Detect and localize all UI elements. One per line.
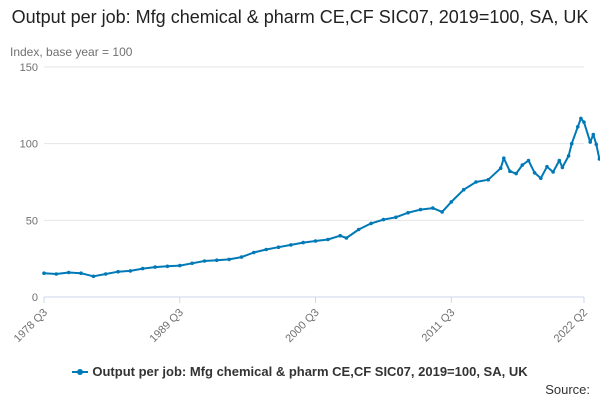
data-point[interactable] [502, 156, 506, 160]
data-point[interactable] [79, 271, 83, 276]
data-point[interactable] [569, 141, 574, 146]
x-tick-label: 2011 Q3 [420, 307, 458, 345]
legend-series-label: Output per job: Mfg chemical & pharm CE,… [92, 364, 528, 379]
y-tick-label: 0 [32, 292, 38, 304]
y-tick-label: 100 [20, 139, 38, 151]
x-tick-label: 2000 Q3 [283, 307, 321, 345]
data-point[interactable] [566, 154, 571, 158]
legend[interactable]: Output per job: Mfg chemical & pharm CE,… [0, 364, 600, 379]
data-point[interactable] [42, 271, 46, 276]
data-point[interactable] [202, 259, 207, 263]
data-point[interactable] [252, 250, 256, 255]
y-axis-title: Index, base year = 100 [10, 45, 133, 59]
data-point[interactable] [239, 255, 244, 259]
data-point[interactable] [449, 200, 454, 204]
data-point[interactable] [418, 207, 423, 212]
data-point[interactable] [165, 264, 170, 269]
data-point[interactable] [344, 236, 349, 240]
x-tick-label: 1978 Q3 [12, 307, 50, 345]
data-point[interactable] [539, 176, 543, 180]
data-point[interactable] [508, 169, 512, 174]
data-point[interactable] [532, 171, 537, 175]
data-point[interactable] [178, 263, 182, 268]
data-point[interactable] [514, 171, 518, 176]
legend-series-line-icon [72, 368, 89, 375]
data-point[interactable] [116, 269, 120, 274]
data-point[interactable] [276, 245, 281, 249]
legend-marker-icon [77, 368, 84, 375]
chart-title: Output per job: Mfg chemical & pharm CE,… [11, 7, 589, 27]
data-point[interactable] [520, 163, 525, 167]
data-point[interactable] [66, 270, 71, 275]
data-point[interactable] [576, 125, 580, 129]
data-point[interactable] [128, 269, 133, 273]
data-point[interactable] [227, 257, 231, 262]
data-point[interactable] [301, 240, 306, 245]
data-point[interactable] [153, 265, 157, 269]
y-tick-labels: 0 50 100 150 [20, 62, 38, 304]
data-point[interactable] [560, 165, 565, 170]
data-point[interactable] [557, 158, 562, 163]
data-point[interactable] [591, 132, 596, 137]
data-point[interactable] [289, 243, 293, 247]
data-point[interactable] [526, 158, 531, 163]
data-point[interactable] [461, 187, 466, 192]
data-point[interactable] [588, 140, 592, 144]
data-point[interactable] [54, 272, 59, 276]
data-point[interactable] [313, 239, 318, 243]
y-tick-label: 50 [26, 215, 38, 227]
data-point[interactable] [369, 221, 373, 226]
data-point[interactable] [440, 210, 444, 214]
data-point[interactable] [394, 215, 398, 220]
gridlines [44, 66, 584, 221]
data-point[interactable] [356, 227, 361, 232]
data-point[interactable] [498, 166, 503, 170]
data-point[interactable] [582, 120, 586, 124]
data-point[interactable] [326, 237, 330, 242]
source-label: Source: [545, 382, 590, 397]
data-point[interactable] [91, 274, 96, 279]
x-tick-label: 2022 Q2 [552, 307, 590, 345]
x-tick-label: 1989 Q3 [148, 307, 186, 345]
data-point[interactable] [579, 116, 583, 121]
data-point[interactable] [140, 266, 145, 271]
data-series[interactable] [42, 90, 600, 279]
data-point[interactable] [431, 206, 435, 210]
data-point[interactable] [486, 177, 491, 182]
y-tick-label: 150 [20, 62, 38, 74]
data-point[interactable] [215, 258, 219, 263]
data-point[interactable] [338, 233, 343, 238]
data-point[interactable] [103, 272, 108, 276]
data-point[interactable] [474, 180, 478, 184]
data-point[interactable] [551, 170, 555, 174]
x-axis: 1978 Q3 1989 Q3 2000 Q3 2011 Q3 2022 Q2 [12, 296, 590, 345]
series-line[interactable] [43, 92, 600, 278]
data-point[interactable] [381, 217, 386, 222]
data-point[interactable] [264, 247, 269, 252]
data-point[interactable] [406, 210, 410, 215]
data-point[interactable] [190, 261, 194, 266]
data-point[interactable] [594, 142, 599, 147]
data-point[interactable] [545, 164, 549, 169]
data-point[interactable] [597, 157, 600, 161]
